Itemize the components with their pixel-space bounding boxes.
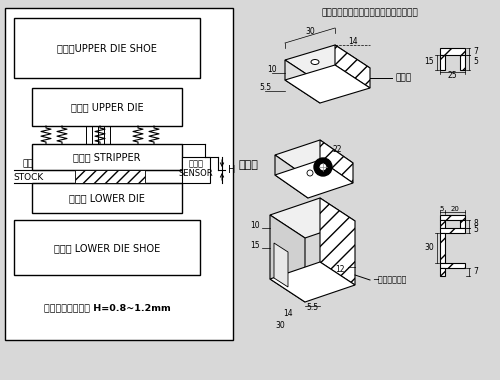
Text: 8: 8: [473, 220, 478, 228]
Text: 5.5: 5.5: [306, 304, 318, 312]
Circle shape: [314, 158, 332, 176]
Polygon shape: [320, 198, 355, 285]
Text: STOCK: STOCK: [13, 173, 43, 182]
Bar: [460, 220, 465, 228]
Bar: [440, 263, 465, 268]
Text: 22: 22: [332, 146, 342, 155]
Bar: [440, 233, 445, 263]
Text: 脱料板 STRIPPER: 脱料板 STRIPPER: [73, 152, 141, 162]
Bar: [460, 55, 465, 70]
Polygon shape: [270, 262, 355, 302]
Text: 上夾板 UPPER DIE: 上夾板 UPPER DIE: [70, 102, 144, 112]
Text: 25: 25: [447, 71, 457, 81]
Text: 5: 5: [473, 57, 478, 66]
Text: 上模座UPPER DIE SHOE: 上模座UPPER DIE SHOE: [57, 43, 157, 53]
Text: 15: 15: [250, 241, 260, 250]
Polygon shape: [270, 215, 305, 302]
Bar: [440, 55, 445, 70]
Text: 感應器: 感應器: [238, 160, 258, 170]
Polygon shape: [275, 140, 353, 178]
Text: 5.5: 5.5: [259, 84, 271, 92]
Text: 感應鐵板與感應器、固定座之外形尺寸圖: 感應鐵板與感應器、固定座之外形尺寸圖: [322, 8, 418, 17]
Polygon shape: [285, 60, 320, 103]
Polygon shape: [275, 160, 353, 198]
Text: 30: 30: [424, 244, 434, 252]
Bar: [32, 183, 182, 213]
Bar: [440, 48, 465, 55]
Circle shape: [320, 164, 326, 170]
Text: 10: 10: [250, 220, 260, 230]
Bar: [32, 88, 182, 126]
Bar: [440, 268, 445, 276]
Bar: [5, 8, 233, 340]
Text: 5: 5: [473, 225, 478, 234]
Text: 衝床置於下死點時 H=0.8~1.2mm: 衝床置於下死點時 H=0.8~1.2mm: [44, 304, 170, 312]
Text: ─感應器固定座: ─感應器固定座: [373, 276, 406, 285]
Bar: [75, 170, 145, 183]
Text: 感應器: 感應器: [188, 160, 204, 168]
Text: H: H: [228, 165, 235, 175]
Polygon shape: [275, 155, 308, 198]
Text: 20: 20: [450, 206, 460, 212]
Text: 7: 7: [473, 46, 478, 55]
Text: 14: 14: [348, 38, 358, 46]
Bar: [182, 157, 210, 183]
Bar: [32, 144, 182, 170]
Bar: [14, 18, 200, 78]
Text: 感應板: 感應板: [395, 73, 411, 82]
Polygon shape: [335, 45, 370, 88]
Text: 15: 15: [424, 57, 434, 66]
Text: 5: 5: [440, 206, 444, 212]
Bar: [14, 220, 200, 275]
Text: 14: 14: [283, 309, 293, 318]
Text: 下模座 LOWER DIE SHOE: 下模座 LOWER DIE SHOE: [54, 243, 160, 253]
Bar: [440, 228, 465, 233]
Polygon shape: [285, 65, 370, 103]
Text: 下模板 LOWER DIE: 下模板 LOWER DIE: [69, 193, 145, 203]
Polygon shape: [274, 243, 288, 287]
Bar: [440, 215, 465, 220]
Text: 7: 7: [473, 268, 478, 277]
Text: 12: 12: [335, 266, 345, 274]
Text: 材料: 材料: [22, 159, 34, 168]
Text: 10: 10: [267, 65, 277, 74]
Text: 30: 30: [305, 27, 315, 36]
Polygon shape: [270, 198, 355, 238]
Bar: [440, 220, 445, 228]
Ellipse shape: [311, 60, 319, 65]
Polygon shape: [320, 140, 353, 183]
Text: 30: 30: [275, 320, 285, 329]
Text: SENSOR: SENSOR: [178, 169, 214, 179]
Polygon shape: [285, 45, 370, 83]
Circle shape: [307, 170, 313, 176]
